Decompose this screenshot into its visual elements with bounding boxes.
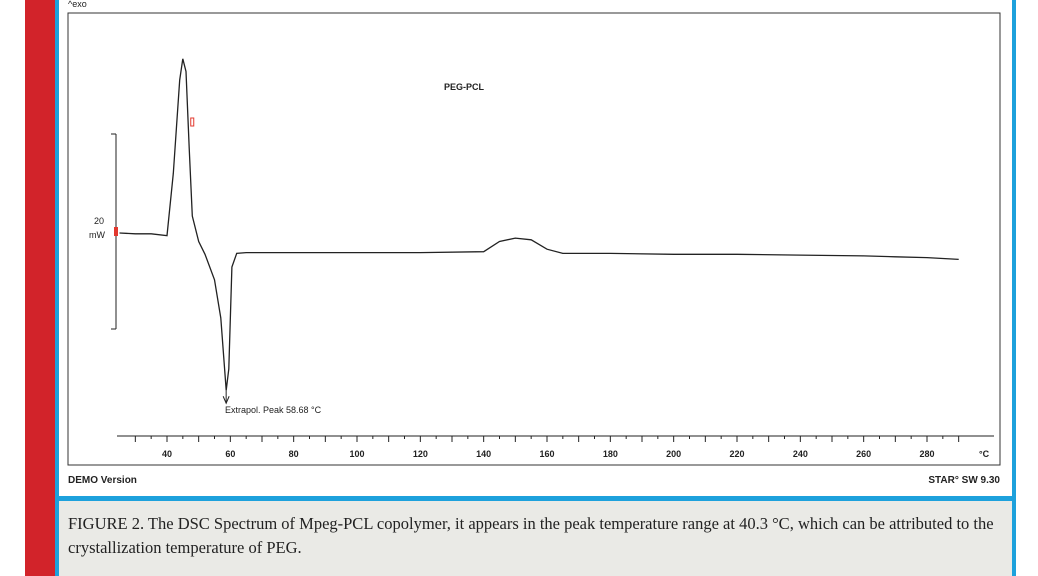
footer-right: STAR° SW 9.30	[928, 475, 1000, 486]
peak-marker	[190, 117, 230, 405]
sample-label: PEG-PCL	[444, 82, 485, 92]
scale-bar-marker	[114, 227, 118, 236]
x-tick-label: 200	[666, 449, 681, 459]
x-tick-label: 100	[349, 449, 364, 459]
figure-frame	[55, 0, 1016, 576]
scale-label-value: 20	[94, 216, 104, 226]
x-tick-label: 80	[289, 449, 299, 459]
scale-bar	[111, 133, 118, 330]
x-tick-label: 160	[539, 449, 554, 459]
caption-panel: FIGURE 2. The DSC Spectrum of Mpeg-PCL c…	[59, 501, 1012, 576]
x-unit-label: °C	[979, 449, 990, 459]
dsc-chart: ^exo PEG-PCL 20 mW 40 60 80 100 120 140 160 180…	[67, 0, 1001, 486]
x-tick-label: 280	[919, 449, 934, 459]
figure-caption: FIGURE 2. The DSC Spectrum of Mpeg-PCL c…	[68, 514, 994, 557]
x-tick-label: 40	[162, 449, 172, 459]
caption-divider	[55, 496, 1016, 501]
x-tick-label: 260	[856, 449, 871, 459]
scale-label-unit: mW	[89, 230, 105, 240]
footer-left: DEMO Version	[68, 475, 137, 486]
x-tick-label: 220	[729, 449, 744, 459]
onset-marker	[190, 117, 195, 127]
plot-box	[67, 12, 1001, 466]
peak-annotation: Extrapol. Peak 58.68 °C	[225, 405, 322, 415]
dsc-curve	[119, 58, 959, 391]
left-accent-bar	[25, 0, 55, 576]
x-tick-label: 180	[603, 449, 618, 459]
x-tick-label: 120	[413, 449, 428, 459]
figure-panel: ^exo PEG-PCL 20 mW 40 60 80 100 120 140 160 180…	[59, 0, 1012, 496]
exo-label: ^exo	[68, 0, 87, 9]
x-tick-label: 240	[793, 449, 808, 459]
x-tick-label: 140	[476, 449, 491, 459]
x-tick-label: 60	[225, 449, 235, 459]
x-axis: 40 60 80 100 120 140 160 180 200 220 240 260 280	[117, 435, 994, 459]
